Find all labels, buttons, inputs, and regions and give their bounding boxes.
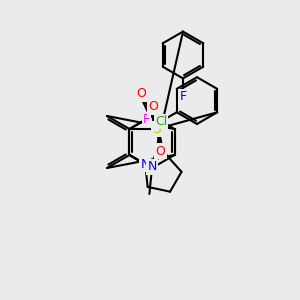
Text: S: S	[152, 122, 161, 136]
Text: O: O	[156, 145, 166, 158]
Text: F: F	[179, 90, 187, 103]
Text: N: N	[141, 158, 150, 171]
Text: N: N	[147, 160, 157, 173]
Text: O: O	[148, 100, 158, 113]
Text: F: F	[143, 113, 150, 126]
Text: O: O	[137, 87, 146, 101]
Text: Cl: Cl	[155, 115, 167, 128]
